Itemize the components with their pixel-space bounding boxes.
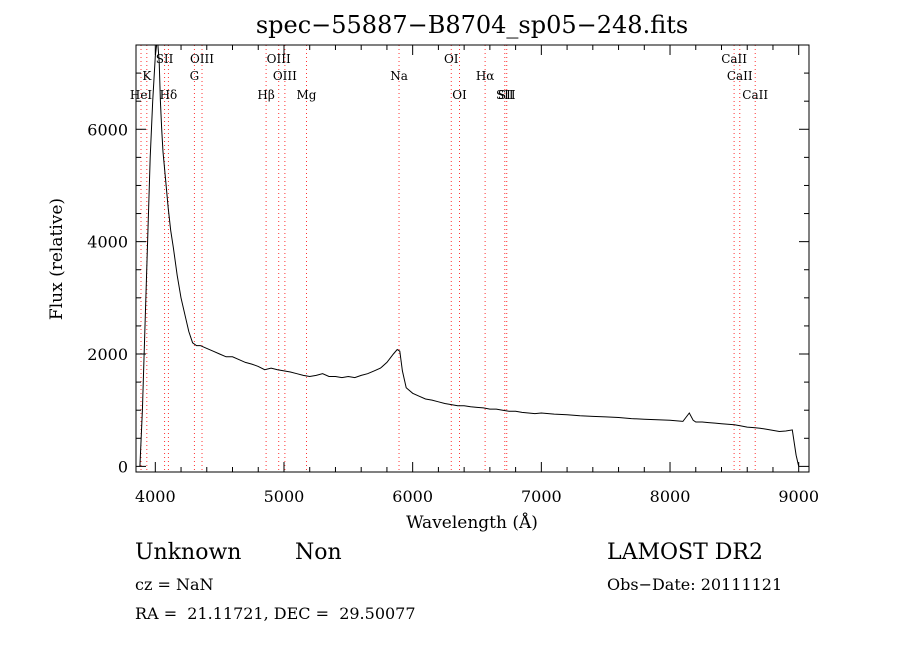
line-marker-label: SII bbox=[498, 88, 516, 102]
x-axis-label: Wavelength (Å) bbox=[406, 512, 538, 533]
line-marker-label: CaII bbox=[742, 88, 768, 102]
x-tick-label: 4000 bbox=[135, 487, 176, 506]
y-axis-label: Flux (relative) bbox=[47, 198, 67, 320]
observation-date: Obs−Date: 20111121 bbox=[607, 575, 783, 594]
redshift-cz: cz = NaN bbox=[135, 575, 214, 594]
line-marker-label: CaII bbox=[721, 52, 747, 66]
line-marker-label: G bbox=[190, 69, 200, 83]
x-tick-label: 7000 bbox=[521, 487, 562, 506]
line-marker-label: Na bbox=[390, 69, 408, 83]
line-marker-label: Mg bbox=[297, 88, 317, 102]
plot-frame bbox=[135, 44, 810, 473]
object-subclass: Non bbox=[295, 540, 342, 565]
line-marker-label: OIII bbox=[190, 52, 214, 66]
y-tick-label: 6000 bbox=[87, 120, 128, 139]
line-marker-label: SII bbox=[156, 52, 174, 66]
spectrum-line bbox=[139, 44, 800, 467]
line-marker-label: OIII bbox=[273, 69, 297, 83]
y-tick-label: 4000 bbox=[87, 233, 128, 252]
line-marker-label: SII bbox=[496, 88, 514, 102]
line-marker-label: OI bbox=[452, 88, 467, 102]
line-marker-label: OI bbox=[444, 52, 459, 66]
x-tick-label: 9000 bbox=[778, 487, 819, 506]
y-tick-label: 0 bbox=[118, 457, 128, 476]
y-axis-ticks: 0 2000 4000 6000 bbox=[87, 72, 809, 476]
line-marker-label: Hβ bbox=[257, 88, 274, 102]
coordinates: RA = 21.11721, DEC = 29.50077 bbox=[135, 604, 416, 623]
line-marker-label: Hα bbox=[476, 69, 495, 83]
line-marker-label: OIII bbox=[267, 52, 291, 66]
x-tick-label: 5000 bbox=[264, 487, 305, 506]
x-axis-ticks: 4000 5000 6000 7000 8000 9000 bbox=[135, 45, 819, 506]
line-marker-label: K bbox=[142, 69, 152, 83]
line-marker-label: CaII bbox=[727, 69, 753, 83]
line-markers bbox=[140, 45, 756, 472]
line-marker-label: HeI bbox=[130, 88, 153, 102]
chart-title: spec−55887−B8704_sp05−248.fits bbox=[256, 11, 688, 39]
object-class: Unknown bbox=[135, 540, 242, 565]
survey-name: LAMOST DR2 bbox=[607, 540, 763, 565]
y-tick-label: 2000 bbox=[87, 345, 128, 364]
x-tick-label: 6000 bbox=[392, 487, 433, 506]
line-marker-label: Hδ bbox=[160, 88, 178, 102]
x-tick-label: 8000 bbox=[650, 487, 691, 506]
